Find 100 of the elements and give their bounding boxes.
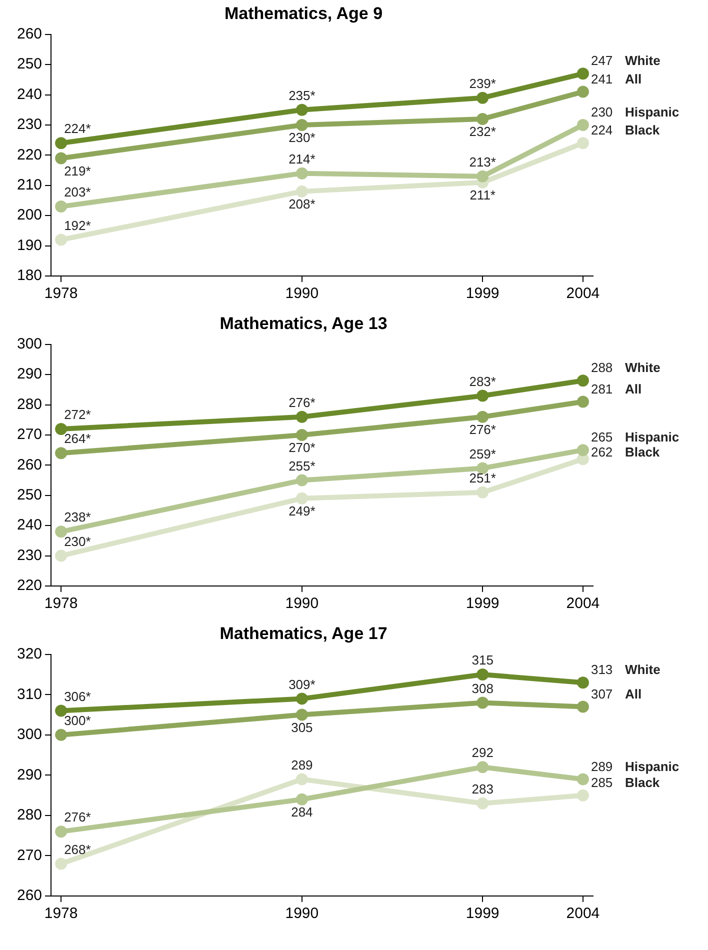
text: Hispanic	[624, 104, 680, 120]
y-tick-label: 240	[16, 86, 42, 103]
point	[296, 410, 308, 423]
text: White	[624, 662, 660, 678]
point	[296, 474, 308, 486]
point	[476, 390, 489, 402]
data-label: 276*	[64, 810, 91, 825]
point	[296, 167, 308, 180]
y-tick-label: 220	[16, 146, 42, 164]
x-tick-label: 1990	[285, 905, 319, 922]
point	[55, 152, 68, 164]
point	[576, 119, 589, 131]
point	[55, 826, 68, 838]
data-label: 288	[590, 360, 613, 376]
data-label: 249*	[288, 504, 316, 518]
x-tick-label: 1990	[285, 595, 319, 612]
point	[55, 858, 68, 870]
data-label: 203*	[64, 184, 91, 200]
y-tick-label: 300	[16, 336, 42, 353]
data-label: 238*	[64, 510, 91, 525]
point	[576, 396, 589, 408]
chart-title: Mathematics, Age 17	[220, 624, 388, 643]
point	[476, 486, 489, 498]
data-label: 262	[590, 444, 613, 460]
data-label: 241	[590, 71, 613, 86]
y-tick-label: 290	[16, 766, 42, 784]
y-tick-label: 220	[16, 577, 42, 594]
point	[55, 550, 68, 562]
y-tick-label: 230	[16, 546, 42, 564]
point	[476, 112, 489, 125]
data-label: 272*	[64, 407, 91, 422]
data-label: 308	[472, 680, 494, 696]
data-label: 268*	[64, 842, 91, 857]
point	[476, 696, 489, 709]
data-label: 224*	[64, 121, 91, 136]
y-tick-label: 190	[16, 236, 42, 254]
point	[476, 761, 489, 774]
point	[576, 773, 589, 786]
point	[55, 728, 68, 741]
x-tick-label: 1999	[466, 285, 500, 302]
data-label: 289	[291, 757, 313, 772]
text: All	[624, 381, 642, 396]
data-label: 285	[590, 774, 613, 790]
text: All	[624, 686, 642, 702]
point	[296, 773, 308, 786]
data-label: 289	[590, 758, 613, 774]
data-label: 276*	[469, 422, 496, 437]
data-label: 313	[590, 662, 613, 678]
y-tick-label: 270	[16, 846, 42, 864]
point	[576, 86, 589, 98]
x-tick-label: 1978	[44, 595, 78, 612]
point	[576, 68, 589, 80]
data-label: 230*	[64, 534, 91, 549]
x-tick-label: 1999	[466, 595, 500, 612]
data-label: 292	[472, 745, 494, 760]
point	[55, 422, 68, 435]
point	[296, 185, 308, 198]
y-tick-label: 310	[16, 686, 42, 703]
data-label: 284	[291, 804, 313, 820]
x-tick-label: 1978	[44, 285, 78, 302]
data-label: 208*	[288, 196, 316, 212]
y-tick-label: 280	[16, 806, 42, 824]
y-tick-label: 260	[16, 26, 42, 43]
data-label: 307	[590, 686, 613, 702]
point	[476, 410, 489, 423]
y-tick-label: 260	[16, 456, 42, 474]
data-label: 255*	[288, 458, 316, 474]
point	[296, 708, 308, 721]
y-tick-label: 200	[16, 206, 42, 224]
y-tick-label: 250	[16, 56, 42, 73]
data-label: 239*	[469, 76, 496, 91]
point	[55, 704, 68, 717]
data-label: 219*	[64, 163, 91, 178]
chart-title: Mathematics, Age 13	[220, 314, 388, 333]
point	[296, 119, 308, 131]
y-tick-label: 180	[16, 267, 42, 284]
data-label: 232*	[469, 124, 496, 140]
x-tick-label: 2004	[566, 595, 600, 612]
y-tick-label: 210	[16, 176, 42, 194]
y-tick-label: 240	[16, 516, 42, 534]
text: Hispanic	[624, 430, 680, 445]
data-label: 281	[590, 381, 613, 396]
data-label: 235*	[288, 88, 316, 103]
data-label: 213*	[469, 154, 496, 170]
data-label: 265	[590, 430, 613, 445]
y-tick-label: 250	[16, 486, 42, 504]
text: Black	[624, 774, 660, 790]
point	[296, 692, 308, 705]
point	[296, 429, 308, 441]
text: All	[624, 71, 642, 86]
y-tick-label: 290	[16, 366, 42, 383]
point	[55, 200, 68, 213]
data-label: 192*	[64, 218, 91, 233]
text: Black	[624, 444, 660, 460]
y-tick-label: 270	[16, 426, 42, 444]
point	[55, 234, 68, 246]
data-label: 309*	[288, 676, 316, 692]
data-label: 300*	[64, 713, 91, 728]
text: Hispanic	[624, 758, 680, 774]
point	[55, 447, 68, 460]
